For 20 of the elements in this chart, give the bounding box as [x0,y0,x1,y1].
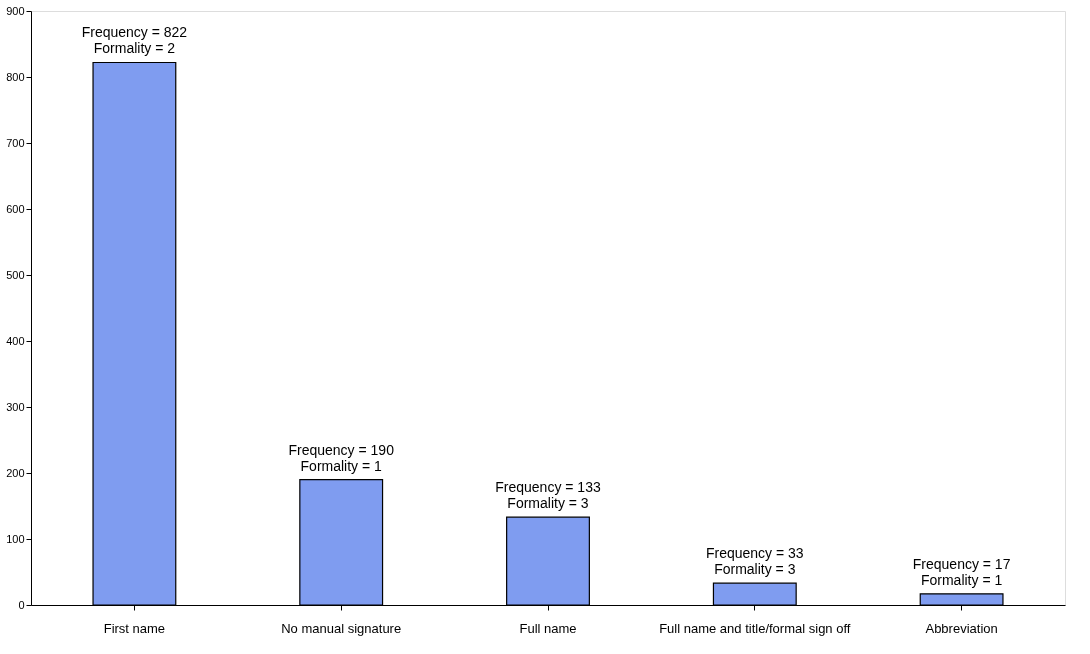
y-tick-label: 200 [6,466,25,479]
y-tick-label: 500 [6,268,25,281]
x-tick-label: Full name and title/formal sign off [659,620,851,636]
data-label: Frequency = 133 Formality = 3 [495,479,601,512]
y-tick-label: 100 [6,532,25,545]
data-label: Frequency = 17 Formality = 1 [912,555,1011,588]
y-tick-label: 0 [18,598,25,611]
y-tick-label: 700 [6,136,25,149]
x-tick-label: Full name [519,620,577,636]
x-tick-label: Abbreviation [925,620,998,636]
y-tick-label: 400 [6,334,25,347]
x-tick-label: No manual signature [281,620,402,636]
y-tick-label: 300 [6,400,25,413]
data-label: Frequency = 822 Formality = 2 [81,24,188,57]
y-tick-label: 800 [6,70,25,83]
y-tick-label: 600 [6,202,25,215]
data-label: Frequency = 190 Formality = 1 [288,441,395,474]
data-label: Frequency = 33 Formality = 3 [705,545,804,578]
x-tick-label: First name [103,620,166,636]
y-tick-label: 900 [6,4,25,17]
